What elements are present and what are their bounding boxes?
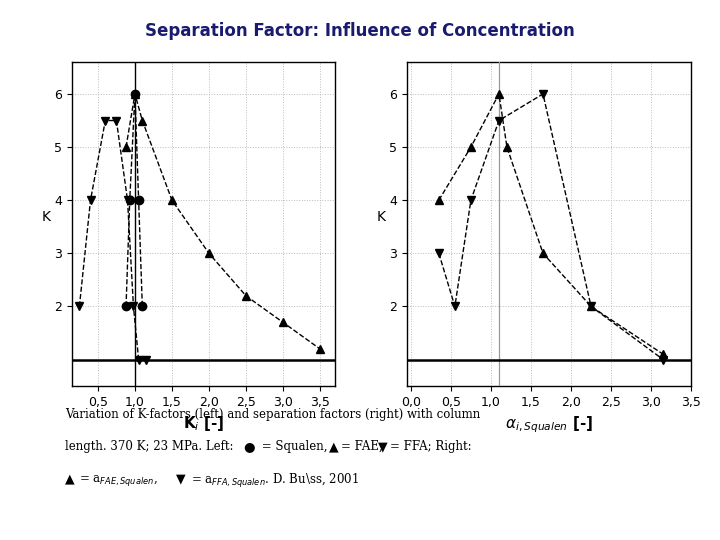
Text: = a$_{FFA, Squalen}$. D. Bu\ss, 2001: = a$_{FFA, Squalen}$. D. Bu\ss, 2001 [191, 472, 359, 490]
Y-axis label: K: K [377, 210, 385, 224]
Text: = Squalen,: = Squalen, [258, 440, 328, 453]
Text: ●: ● [243, 440, 255, 453]
Text: ▲: ▲ [65, 472, 74, 485]
Text: = FAE,: = FAE, [341, 440, 382, 453]
Text: = FFA; Right:: = FFA; Right: [390, 440, 472, 453]
Text: ▲: ▲ [329, 440, 338, 453]
Text: Variation of K-factors (left) and separation factors (right) with column: Variation of K-factors (left) and separa… [65, 408, 480, 421]
Y-axis label: K: K [42, 210, 50, 224]
Text: ▼: ▼ [176, 472, 186, 485]
X-axis label: $\alpha_{i, Squalen}$ [-]: $\alpha_{i, Squalen}$ [-] [505, 414, 593, 435]
Text: length. 370 K; 23 MPa. Left:: length. 370 K; 23 MPa. Left: [65, 440, 237, 453]
Text: Separation Factor: Influence of Concentration: Separation Factor: Influence of Concentr… [145, 22, 575, 39]
Text: = a$_{FAE, Squalen}$,: = a$_{FAE, Squalen}$, [79, 472, 158, 488]
X-axis label: K$_i$ [-]: K$_i$ [-] [183, 414, 224, 434]
Text: ▼: ▼ [378, 440, 387, 453]
